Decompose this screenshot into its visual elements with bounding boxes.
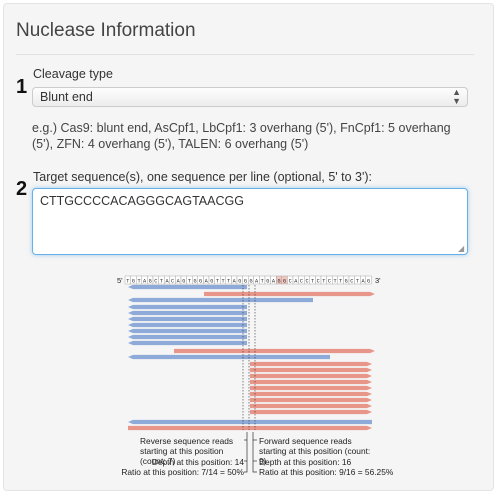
forward-ratio: Ratio at this position: 9/16 = 56.25% [259,467,394,477]
sequence-base: A [361,278,365,284]
sequence-base: C [317,278,320,284]
sequence-base: T [160,278,163,284]
panel-title: Nuclease Information [16,20,196,41]
target-sequence-input[interactable] [32,188,468,255]
sequence-base: G [182,278,185,284]
sequence-base: G [193,278,196,284]
forward-read-bar [250,379,372,385]
sequence-base: C [300,278,303,284]
forward-caption: Forward sequence reads starting at this … [259,436,371,466]
sequence-base: G [277,278,280,284]
reverse-read-bar [128,354,330,360]
sequence-base: T [221,278,224,284]
forward-read-bar [204,291,375,297]
cut-site-lines [242,285,257,473]
forward-read-bar [250,409,372,415]
sequence-base: C [350,278,353,284]
sequence-base: C [154,278,157,284]
sequence-base: C [289,278,292,284]
forward-read-bar [250,361,372,367]
forward-read-bar [250,385,372,391]
sequence-cell [365,275,372,285]
step-number-2: 2 [16,178,28,200]
sequence-base: T [322,278,325,284]
sequence-base: A [143,278,147,284]
sequence-base: T [339,278,342,284]
cleavage-type-value: Blunt end [40,90,93,104]
forward-read-bar [250,397,372,403]
sequence-base: G [249,278,252,284]
resize-grip-icon[interactable]: ◢ [458,244,465,253]
sequence-base: A [233,278,237,284]
read-bars [128,284,375,431]
sequence-base: T [188,278,191,284]
sequence-base: T [311,278,314,284]
reverse-read-bar [128,284,247,290]
sequence-base: G [345,278,348,284]
sequence-base: T [261,278,264,284]
sequence-base: G [238,278,241,284]
sequence-base: G [283,278,286,284]
reverse-read-bar [128,297,313,303]
sequence-base: G [199,278,202,284]
reverse-read-bar [128,304,247,310]
title-divider [16,54,474,55]
sequence-base: G [266,278,269,284]
forward-read-bar [128,425,372,431]
caption-connector [252,432,257,473]
reverse-read-bar [128,316,247,322]
sequence-base: A [205,278,209,284]
forward-read-bar [250,403,372,409]
reverse-depth: Depth at this position: 14 [151,457,244,467]
reverse-caption: Reverse sequence reads starting at this … [140,436,234,466]
sequence-base: T [333,278,336,284]
sequence-base: T [227,278,230,284]
reverse-ratio: Ratio at this position: 7/14 = 50% [121,467,244,477]
sequence-base: T [356,278,359,284]
sequence-base: G [132,278,135,284]
forward-read-bar [174,348,375,354]
sequence-base: A [272,278,276,284]
sequence-base: G [244,278,247,284]
sequence-base: T [216,278,219,284]
select-arrows-icon: ▲ ▼ [452,87,461,106]
forward-depth: Depth at this position: 16 [259,457,352,467]
sequence-base: C [328,278,331,284]
reverse-read-bar [128,334,247,340]
sequence-base: G [149,278,152,284]
sequence-base: C [171,278,174,284]
sequence-base: G [367,278,370,284]
three-prime-label: 3' [375,276,381,285]
forward-read-bar [250,391,372,397]
cleavage-help-text: e.g.) Cas9: blunt end, AsCpf1, LbCpf1: 3… [32,121,451,151]
five-prime-label: 5' [117,276,123,285]
reverse-read-bar [128,340,247,346]
reverse-read-bar [128,419,372,425]
forward-read-bar [250,367,372,373]
sequence-base: A [177,278,181,284]
forward-read-bar [250,373,372,379]
sequence-base: A [294,278,298,284]
target-sequence-label: Target sequence(s), one sequence per lin… [33,170,373,184]
sequence-base: A [165,278,169,284]
caption-connector [244,432,248,473]
sequence-base: G [210,278,213,284]
sequence-base: C [305,278,308,284]
cleavage-type-label: Cleavage type [33,67,113,81]
step-number-1: 1 [16,76,28,98]
sequence-base: A [255,278,259,284]
sequence-base: T [137,278,140,284]
reverse-read-bar [128,328,247,334]
reverse-read-bar [128,322,247,328]
sequence-base: T [126,278,129,284]
reverse-read-bar [128,310,247,316]
cleavage-type-select[interactable]: Blunt end ▲ ▼ [32,87,468,107]
